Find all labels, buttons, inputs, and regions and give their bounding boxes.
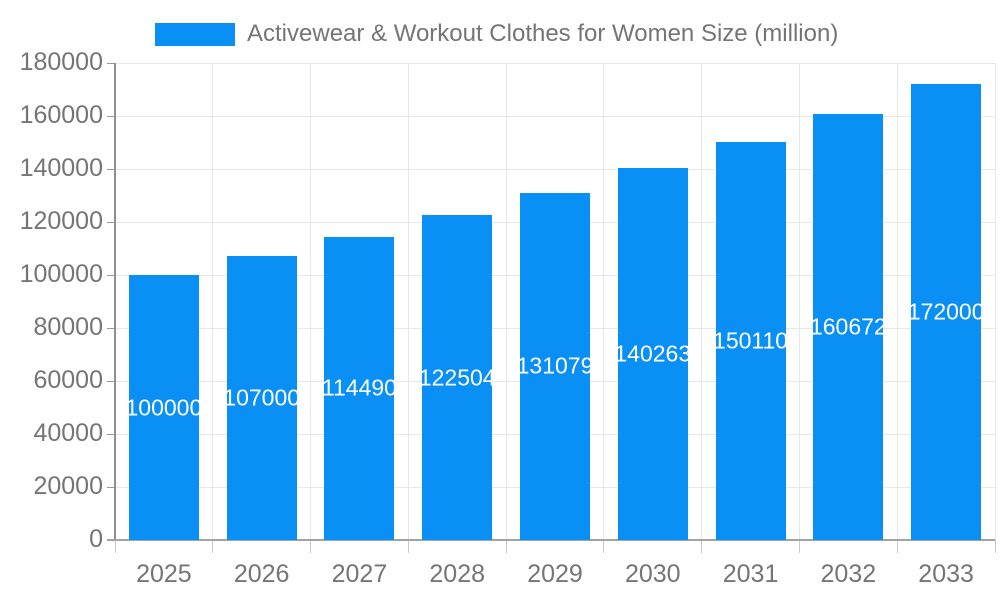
x-tick-label: 2032: [820, 560, 877, 588]
bar-value-label: 172000: [911, 298, 982, 325]
x-axis-tick: [212, 540, 214, 553]
y-tick-label: 20000: [33, 472, 103, 500]
x-axis-tick: [701, 540, 703, 553]
bar-value-label: 140263: [617, 340, 688, 367]
bar-value-label: 131079: [520, 352, 590, 379]
x-axis-tick: [310, 540, 312, 553]
y-axis-line: [114, 63, 116, 541]
bar: 172000: [911, 84, 982, 540]
y-tick-label: 40000: [33, 419, 103, 447]
x-tick-label: 2026: [233, 560, 290, 588]
y-axis-tick: [107, 274, 115, 276]
y-grid-line: [115, 168, 995, 170]
bar: 160672: [813, 114, 884, 540]
y-tick-label: 180000: [19, 48, 103, 76]
bar: 150110: [715, 142, 786, 540]
bar-value-label: 122504: [422, 364, 493, 391]
y-tick-label: 160000: [19, 101, 103, 129]
y-axis-tick: [107, 168, 115, 170]
y-grid-line: [115, 62, 995, 64]
bar: 114490: [324, 236, 395, 540]
x-tick-label: 2030: [624, 560, 681, 588]
bar: 107000: [226, 256, 297, 540]
x-grid-line: [310, 63, 312, 540]
bar-value-label: 107000: [226, 384, 297, 411]
bar: 100000: [128, 275, 199, 540]
legend-item[interactable]: Activewear & Workout Clothes for Women S…: [155, 20, 838, 48]
y-tick-label: 80000: [33, 313, 103, 341]
y-tick-label: 140000: [19, 154, 103, 182]
y-axis-tick: [107, 380, 115, 382]
bar-value-label: 100000: [128, 394, 199, 420]
bar: 140263: [617, 168, 688, 540]
chart-title: Activewear & Workout Clothes for Women S…: [247, 20, 839, 47]
bar: 122504: [422, 215, 493, 540]
y-tick-label: 120000: [19, 207, 103, 235]
x-tick-label: 2028: [429, 560, 486, 588]
y-axis-tick: [107, 433, 115, 435]
x-tick-label: 2033: [918, 560, 974, 588]
x-grid-line: [896, 63, 898, 540]
bar-value-label: 160672: [813, 313, 884, 340]
x-grid-line: [505, 63, 507, 540]
x-grid-line: [701, 63, 703, 540]
x-axis-tick: [407, 540, 409, 553]
bar: 131079: [520, 192, 590, 540]
y-axis-tick: [107, 327, 115, 329]
bar-value-label: 150110: [715, 327, 786, 354]
y-tick-label: 60000: [33, 366, 103, 394]
x-axis-line: [107, 539, 995, 541]
y-axis-tick: [107, 486, 115, 488]
x-axis-tick: [896, 540, 898, 553]
y-axis-tick: [107, 221, 115, 223]
x-grid-line: [212, 63, 214, 540]
y-axis-tick: [107, 62, 115, 64]
bar-value-label: 114490: [324, 374, 395, 401]
x-axis-tick: [603, 540, 605, 553]
x-grid-line: [603, 63, 605, 540]
x-grid-line: [994, 63, 996, 540]
x-axis-tick: [114, 540, 116, 553]
x-grid-line: [407, 63, 409, 540]
x-tick-label: 2027: [331, 560, 388, 588]
y-axis-tick: [107, 115, 115, 117]
y-tick-label: 100000: [19, 260, 103, 288]
y-tick-label: 0: [89, 525, 103, 553]
x-axis-tick: [798, 540, 800, 553]
x-axis-tick: [994, 540, 996, 553]
y-grid-line: [115, 115, 995, 117]
x-axis-tick: [505, 540, 507, 553]
x-tick-label: 2025: [136, 560, 192, 588]
x-tick-label: 2029: [527, 560, 583, 588]
legend-swatch: [155, 22, 235, 46]
x-tick-label: 2031: [722, 560, 779, 588]
x-grid-line: [798, 63, 800, 540]
